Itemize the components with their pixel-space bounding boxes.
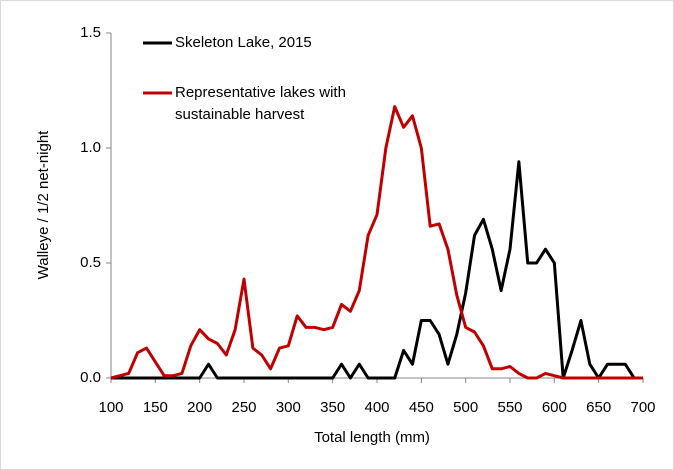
x-tick-label: 650 — [586, 399, 611, 416]
x-tick-label: 150 — [143, 399, 168, 416]
data-line — [111, 160, 636, 380]
x-tick-label: 450 — [409, 399, 434, 416]
y-tick-label: 1.0 — [80, 139, 101, 156]
x-tick-label: 700 — [630, 399, 655, 416]
y-axis-label: Walleye / 1/2 net-night — [35, 130, 52, 280]
y-tick-label: 0.0 — [80, 369, 101, 386]
legend-label: Representative lakes with sustainable har… — [175, 84, 346, 123]
y-tick-label: 1.5 — [80, 24, 101, 41]
x-tick-label: 300 — [276, 399, 301, 416]
x-tick-label: 200 — [187, 399, 212, 416]
x-tick-label: 400 — [364, 399, 389, 416]
data-line — [110, 105, 643, 380]
x-tick-label: 600 — [542, 399, 567, 416]
x-tick-label: 550 — [497, 399, 522, 416]
x-tick-label: 250 — [231, 399, 256, 416]
y-tick-label: 0.5 — [80, 254, 101, 271]
legend-label: Skeleton Lake, 2015 — [175, 34, 312, 51]
x-tick-label: 100 — [98, 399, 123, 416]
x-tick-label: 350 — [320, 399, 345, 416]
x-tick-label: 500 — [453, 399, 478, 416]
x-axis-label: Total length (mm) — [314, 429, 430, 446]
